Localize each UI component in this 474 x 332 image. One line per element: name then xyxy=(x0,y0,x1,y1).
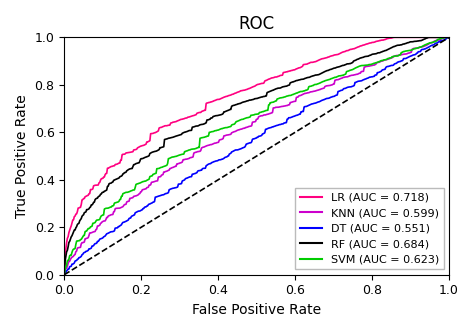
Legend: LR (AUC = 0.718), KNN (AUC = 0.599), DT (AUC = 0.551), RF (AUC = 0.684), SVM (AU: LR (AUC = 0.718), KNN (AUC = 0.599), DT … xyxy=(295,188,444,269)
DT (AUC = 0.551) xyxy=(446,35,452,39)
SVM (AUC = 0.623) xyxy=(270,100,275,104)
SVM (AUC = 0.623) xyxy=(291,93,296,97)
KNN (AUC = 0.599) xyxy=(62,273,67,277)
RF (AUC = 0.684) xyxy=(291,80,296,84)
SVM (AUC = 0.623) xyxy=(446,35,452,39)
Line: KNN (AUC = 0.599): KNN (AUC = 0.599) xyxy=(64,37,449,275)
KNN (AUC = 0.599) xyxy=(291,100,296,104)
RF (AUC = 0.684) xyxy=(244,99,250,103)
Line: SVM (AUC = 0.623): SVM (AUC = 0.623) xyxy=(64,37,449,275)
RF (AUC = 0.684) xyxy=(62,273,67,277)
RF (AUC = 0.684) xyxy=(377,51,383,55)
RF (AUC = 0.684) xyxy=(270,88,275,92)
SVM (AUC = 0.623) xyxy=(437,37,443,41)
SVM (AUC = 0.623) xyxy=(442,35,448,39)
LR (AUC = 0.718) xyxy=(270,76,275,80)
LR (AUC = 0.718) xyxy=(446,35,452,39)
LR (AUC = 0.718) xyxy=(244,87,250,91)
KNN (AUC = 0.599) xyxy=(443,35,449,39)
DT (AUC = 0.551) xyxy=(246,141,252,145)
X-axis label: False Positive Rate: False Positive Rate xyxy=(192,303,321,317)
RF (AUC = 0.684) xyxy=(438,35,443,39)
Y-axis label: True Positive Rate: True Positive Rate xyxy=(15,94,29,218)
KNN (AUC = 0.599) xyxy=(246,124,252,128)
RF (AUC = 0.684) xyxy=(446,35,452,39)
SVM (AUC = 0.623) xyxy=(377,59,383,63)
LR (AUC = 0.718) xyxy=(246,87,252,91)
LR (AUC = 0.718) xyxy=(377,39,383,42)
KNN (AUC = 0.599) xyxy=(437,38,443,42)
DT (AUC = 0.551) xyxy=(437,40,443,43)
SVM (AUC = 0.623) xyxy=(62,273,67,277)
LR (AUC = 0.718) xyxy=(438,35,443,39)
RF (AUC = 0.684) xyxy=(427,35,433,39)
DT (AUC = 0.551) xyxy=(291,115,296,119)
DT (AUC = 0.551) xyxy=(62,273,67,277)
KNN (AUC = 0.599) xyxy=(446,35,452,39)
KNN (AUC = 0.599) xyxy=(244,125,250,129)
LR (AUC = 0.718) xyxy=(62,273,67,277)
LR (AUC = 0.718) xyxy=(291,68,296,72)
SVM (AUC = 0.623) xyxy=(246,115,252,119)
DT (AUC = 0.551) xyxy=(377,70,383,74)
Line: DT (AUC = 0.551): DT (AUC = 0.551) xyxy=(64,37,449,275)
Line: LR (AUC = 0.718): LR (AUC = 0.718) xyxy=(64,37,449,275)
DT (AUC = 0.551) xyxy=(244,142,250,146)
Line: RF (AUC = 0.684): RF (AUC = 0.684) xyxy=(64,37,449,275)
Title: ROC: ROC xyxy=(238,15,275,33)
RF (AUC = 0.684) xyxy=(246,98,252,102)
LR (AUC = 0.718) xyxy=(392,35,397,39)
SVM (AUC = 0.623) xyxy=(244,116,250,120)
KNN (AUC = 0.599) xyxy=(270,111,275,115)
DT (AUC = 0.551) xyxy=(270,125,275,129)
KNN (AUC = 0.599) xyxy=(377,60,383,64)
